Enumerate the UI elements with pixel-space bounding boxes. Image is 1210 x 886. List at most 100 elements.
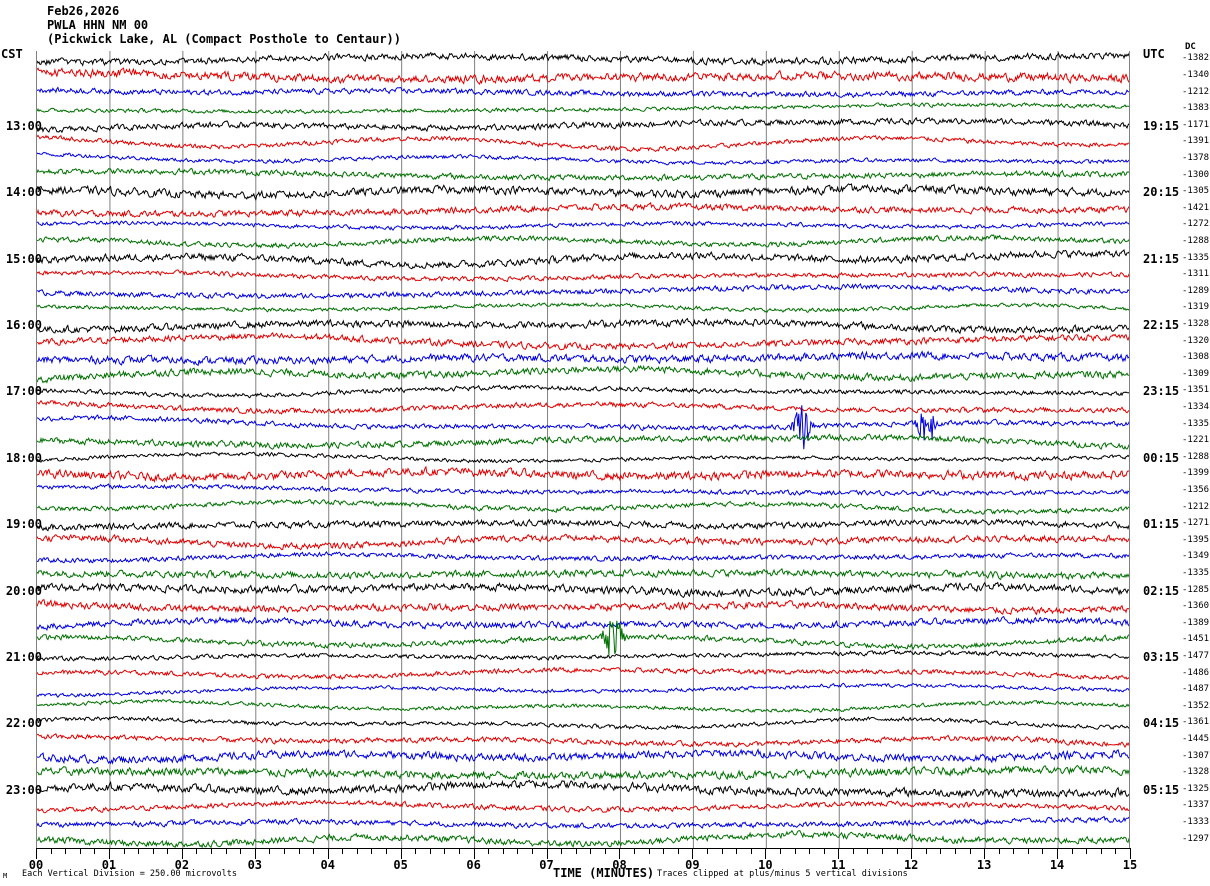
header-station-code: PWLA HHN NM 00 — [47, 18, 149, 32]
x-tick-minor — [459, 848, 460, 854]
x-tick-minor — [604, 848, 606, 854]
dc-value: -1335 — [1182, 418, 1210, 429]
right-hour-label: 05:15 — [1143, 782, 1180, 797]
left-hour-label: 22:00 — [5, 716, 42, 731]
x-tick-minor — [415, 848, 417, 854]
x-tick-minor — [852, 848, 854, 854]
dc-value: -1356 — [1182, 485, 1210, 495]
right-hour-label: 19:15 — [1143, 118, 1180, 133]
seismic-trace — [37, 815, 1129, 830]
left-hour-label: 13:00 — [5, 118, 42, 133]
clip-note: Traces clipped at plus/minus 5 vertical … — [657, 869, 908, 879]
dc-value: -1340 — [1182, 69, 1210, 80]
dc-value: -1349 — [1182, 551, 1210, 562]
x-tick-minor — [1115, 848, 1117, 854]
x-tick-label: 04 — [320, 858, 335, 872]
header-description: (Pickwick Lake, AL (Compact Posthole to … — [47, 32, 402, 46]
dc-value: -1288 — [1182, 235, 1210, 246]
x-tick-minor — [167, 848, 169, 854]
seismic-trace — [37, 249, 1129, 270]
x-tick-minor — [371, 848, 373, 854]
x-tick-minor — [517, 848, 519, 854]
x-tick-label: 10 — [758, 858, 773, 872]
dc-value: -1337 — [1182, 800, 1210, 811]
x-tick-label: 03 — [247, 858, 263, 872]
x-tick-minor — [502, 848, 504, 854]
dc-value: -1335 — [1182, 568, 1210, 579]
dc-value: -1271 — [1182, 518, 1210, 529]
x-tick-minor — [65, 848, 67, 854]
dc-value: -1421 — [1182, 202, 1210, 213]
seismic-trace — [37, 682, 1129, 699]
x-tick-minor — [706, 848, 708, 854]
dc-value: -1360 — [1182, 601, 1210, 612]
x-tick-major — [1057, 848, 1059, 859]
seismogram-plot-area[interactable] — [36, 51, 1130, 848]
x-tick-minor — [356, 848, 358, 854]
x-tick-minor — [954, 848, 956, 854]
x-tick-minor — [79, 848, 81, 854]
seismic-trace — [37, 220, 1129, 231]
dc-value: -1451 — [1182, 634, 1210, 645]
seismic-trace — [37, 301, 1129, 314]
seismic-trace — [37, 67, 1129, 86]
dc-value: -1212 — [1182, 86, 1210, 97]
dc-value: -1311 — [1182, 269, 1210, 280]
dc-column-header: DC — [1185, 42, 1196, 52]
x-tick-minor — [386, 848, 388, 854]
seismic-trace — [37, 350, 1129, 367]
x-tick-minor — [225, 848, 227, 854]
dc-value: -1288 — [1182, 451, 1210, 462]
right-timezone-label: UTC — [1143, 47, 1165, 61]
dc-value: -1378 — [1182, 152, 1210, 163]
dc-value: -1445 — [1182, 734, 1210, 745]
x-tick-minor — [648, 848, 650, 854]
x-tick-minor — [998, 848, 1000, 854]
dc-value: -1319 — [1182, 302, 1210, 313]
seismic-trace — [37, 733, 1129, 748]
x-tick-minor — [123, 848, 125, 854]
x-tick-minor — [575, 848, 577, 854]
seismic-trace — [37, 518, 1129, 532]
left-hour-label: 20:00 — [5, 583, 42, 598]
x-tick-minor — [794, 848, 796, 854]
dc-value: -1325 — [1182, 783, 1210, 794]
dc-value: -1272 — [1182, 219, 1210, 230]
tiny-marker: M — [3, 872, 8, 880]
dc-value: -1308 — [1182, 352, 1210, 363]
dc-value: -1399 — [1182, 468, 1210, 479]
seismic-trace — [37, 167, 1129, 182]
x-tick-label: 01 — [101, 858, 117, 872]
x-tick-label: 11 — [831, 858, 846, 872]
x-tick-minor — [721, 848, 723, 854]
dc-value: -1335 — [1182, 252, 1210, 263]
x-tick-minor — [444, 848, 446, 854]
x-tick-major — [254, 848, 256, 859]
x-tick-minor — [779, 848, 781, 854]
dc-value: -1221 — [1182, 435, 1210, 446]
x-tick-minor — [882, 848, 884, 854]
dc-value: -1352 — [1182, 700, 1210, 711]
x-tick-minor — [750, 848, 752, 854]
dc-value: -1307 — [1182, 750, 1210, 761]
seismic-trace — [37, 748, 1129, 765]
seismogram-traces — [37, 51, 1129, 848]
x-tick-minor — [240, 848, 242, 854]
x-tick-major — [181, 848, 183, 859]
seismic-trace — [37, 764, 1129, 781]
x-tick-label: 15 — [1122, 858, 1138, 872]
x-tick-major — [400, 848, 402, 859]
x-tick-minor — [313, 848, 315, 854]
x-tick-major — [473, 848, 475, 859]
x-tick-minor — [269, 848, 271, 854]
left-hour-label: 18:00 — [5, 450, 42, 465]
x-tick-major — [692, 848, 694, 859]
seismic-trace — [37, 615, 1129, 632]
dc-value: -1289 — [1182, 285, 1210, 296]
right-hour-label: 01:15 — [1143, 517, 1180, 532]
dc-value: -1305 — [1182, 186, 1210, 197]
dc-value: -1300 — [1182, 169, 1210, 180]
seismic-trace — [37, 483, 1129, 497]
x-tick-label: 13 — [976, 858, 992, 872]
x-tick-minor — [663, 848, 665, 854]
